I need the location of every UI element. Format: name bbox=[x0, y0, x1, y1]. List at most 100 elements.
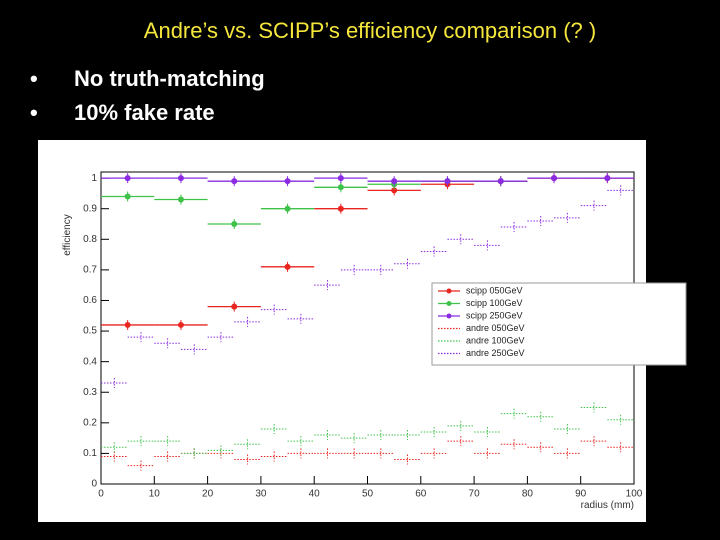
bullet-dot: • bbox=[30, 100, 38, 125]
data-point bbox=[314, 173, 368, 184]
legend-marker bbox=[446, 301, 452, 306]
y-tick-label: 0.7 bbox=[83, 265, 97, 276]
data-point bbox=[314, 203, 368, 214]
data-point bbox=[580, 402, 608, 413]
data-point bbox=[101, 442, 128, 453]
data-point bbox=[314, 280, 341, 291]
data-point bbox=[554, 423, 581, 434]
data-point bbox=[340, 448, 368, 459]
marker bbox=[284, 178, 291, 185]
data-point bbox=[260, 423, 288, 434]
data-point bbox=[527, 442, 555, 453]
x-tick-label: 80 bbox=[522, 489, 534, 500]
data-point bbox=[420, 246, 448, 257]
data-point bbox=[287, 448, 315, 459]
y-tick-label: 0.2 bbox=[83, 417, 97, 428]
legend-marker bbox=[446, 313, 452, 319]
x-tick-label: 100 bbox=[626, 489, 643, 500]
marker bbox=[337, 175, 344, 182]
data-point bbox=[527, 215, 555, 226]
data-point bbox=[127, 436, 155, 447]
y-tick-label: 0.8 bbox=[83, 234, 97, 245]
legend-label: andre 250GeV bbox=[466, 348, 525, 358]
data-point bbox=[101, 378, 128, 389]
data-point bbox=[580, 200, 608, 211]
data-point bbox=[554, 212, 581, 223]
data-point bbox=[607, 185, 634, 196]
marker bbox=[124, 321, 131, 328]
data-point bbox=[260, 451, 288, 462]
data-point bbox=[314, 182, 368, 193]
marker bbox=[391, 187, 398, 194]
marker bbox=[391, 178, 398, 185]
data-point bbox=[474, 448, 501, 459]
data-point bbox=[234, 316, 261, 327]
x-tick-label: 70 bbox=[469, 489, 481, 500]
data-point bbox=[180, 448, 208, 459]
slide-title: Andre’s vs. SCIPP’s efficiency compariso… bbox=[144, 18, 596, 43]
y-tick-label: 0.5 bbox=[83, 326, 97, 337]
x-tick-label: 20 bbox=[202, 489, 214, 500]
marker bbox=[551, 175, 558, 182]
data-point bbox=[527, 173, 581, 184]
data-point bbox=[207, 219, 261, 229]
data-point bbox=[101, 319, 155, 330]
marker bbox=[124, 193, 131, 200]
marker bbox=[124, 175, 131, 182]
data-point bbox=[207, 445, 235, 456]
data-point bbox=[260, 261, 315, 272]
x-axis-label: radius (mm) bbox=[581, 500, 634, 511]
data-point bbox=[207, 448, 235, 459]
marker bbox=[231, 303, 238, 310]
marker bbox=[337, 205, 344, 212]
data-point bbox=[234, 454, 261, 465]
data-point bbox=[447, 420, 475, 431]
y-tick-label: 1 bbox=[91, 173, 97, 184]
marker bbox=[177, 196, 184, 203]
data-point bbox=[394, 430, 421, 441]
marker bbox=[231, 178, 238, 185]
marker bbox=[604, 175, 611, 182]
data-point bbox=[367, 448, 395, 459]
x-tick-label: 60 bbox=[415, 489, 427, 500]
legend-label: andre 100GeV bbox=[466, 335, 525, 345]
x-tick-label: 30 bbox=[255, 489, 267, 500]
y-axis-label: efficiency bbox=[62, 214, 73, 256]
data-point bbox=[367, 430, 395, 441]
data-point bbox=[287, 313, 315, 324]
data-point bbox=[340, 264, 368, 275]
marker bbox=[337, 184, 344, 191]
data-point bbox=[607, 442, 634, 453]
data-point bbox=[394, 454, 421, 465]
x-tick-label: 0 bbox=[98, 489, 104, 500]
data-point bbox=[260, 304, 288, 315]
bullet: 10% fake rate bbox=[74, 100, 215, 125]
data-point bbox=[474, 176, 528, 187]
marker bbox=[284, 263, 291, 270]
data-point bbox=[154, 194, 208, 205]
y-tick-label: 0.1 bbox=[83, 448, 97, 459]
data-point bbox=[260, 203, 315, 214]
data-point bbox=[447, 436, 475, 447]
data-point bbox=[420, 176, 475, 187]
data-point bbox=[207, 176, 261, 187]
data-point bbox=[127, 460, 155, 471]
data-point bbox=[420, 448, 448, 459]
data-point bbox=[367, 185, 421, 196]
legend-label: scipp 050GeV bbox=[466, 285, 523, 295]
x-tick-label: 10 bbox=[149, 489, 161, 500]
y-tick-label: 0.3 bbox=[83, 387, 97, 398]
data-point bbox=[500, 408, 528, 419]
data-point bbox=[367, 264, 395, 275]
data-point bbox=[554, 448, 581, 459]
data-point bbox=[180, 344, 208, 355]
data-point bbox=[367, 176, 421, 187]
marker bbox=[231, 221, 238, 227]
x-tick-label: 40 bbox=[309, 489, 321, 500]
y-tick-label: 0.9 bbox=[83, 203, 97, 214]
data-point bbox=[527, 411, 555, 422]
legend-marker bbox=[446, 288, 452, 294]
data-point bbox=[314, 448, 341, 459]
